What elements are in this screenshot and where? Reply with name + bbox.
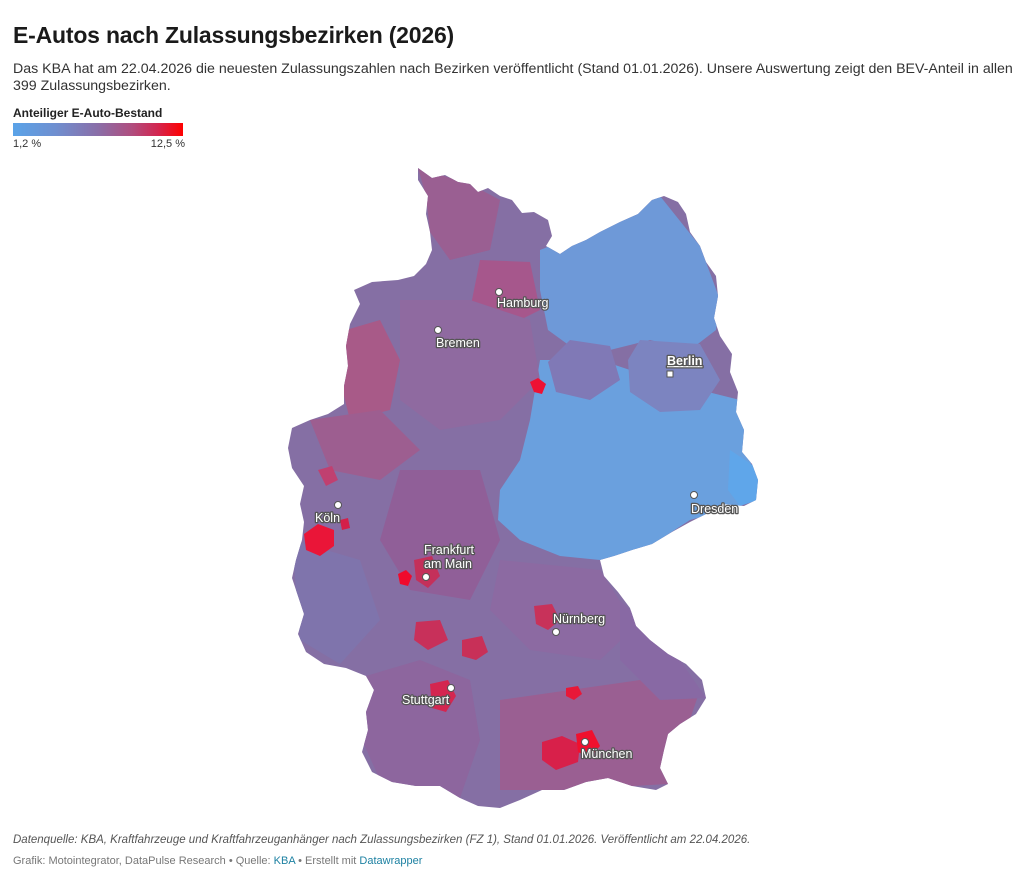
credit-middle: • Erstellt mit <box>295 855 360 867</box>
city-dot-stuttgart <box>447 684 455 692</box>
legend-title: Anteiliger E-Auto-Bestand <box>13 106 163 120</box>
region-east-north <box>540 196 720 350</box>
district-hotspot-heilbronn <box>462 636 488 660</box>
city-label-dresden: Dresden <box>691 502 738 516</box>
city-dot-koeln <box>334 501 342 509</box>
district-hotspot-frankfurt-west <box>398 570 412 586</box>
city-marker-berlin: Berlin <box>666 353 704 378</box>
district-hotspot-heidelberg <box>414 620 448 650</box>
district-hotspot-ingolstadt <box>566 686 582 700</box>
district-hotspot-bonn <box>304 524 334 556</box>
city-dot-nuernberg <box>552 628 560 636</box>
city-marker-dresden: Dresden <box>690 491 740 517</box>
credit-prefix: Grafik: Motointegrator, DataPulse Resear… <box>13 855 274 867</box>
source-note: Datenquelle: KBA, Kraftfahrzeuge und Kra… <box>13 834 751 846</box>
credit-line: Grafik: Motointegrator, DataPulse Resear… <box>13 855 422 867</box>
region-ruhr <box>310 410 420 480</box>
city-marker-koeln: Köln <box>314 501 342 526</box>
city-label-frankfurt-line1: Frankfurt <box>424 543 475 557</box>
legend-labels: 1,2 % 12,5 % <box>13 138 185 152</box>
legend-min-label: 1,2 % <box>13 138 42 150</box>
city-label-koeln: Köln <box>315 511 340 525</box>
district-hotspot-rhein-main <box>414 556 440 588</box>
city-label-frankfurt-line2: am Main <box>424 557 472 571</box>
district-area <box>288 168 758 808</box>
region-bavaria-north <box>490 560 636 660</box>
legend-max-label: 12,5 % <box>150 138 185 150</box>
city-dot-bremen <box>434 326 442 334</box>
region-schleswig <box>418 168 500 260</box>
region-saxony-east <box>728 450 758 506</box>
city-label-berlin: Berlin <box>667 354 702 368</box>
city-label-nuernberg: Nürnberg <box>553 612 605 626</box>
city-dot-hamburg <box>495 288 503 296</box>
city-label-muenchen: München <box>581 747 632 761</box>
color-legend: Anteiliger E-Auto-Bestand 1,2 % 12,5 % <box>13 106 185 152</box>
city-dot-dresden <box>690 491 698 499</box>
district-hotspot-wolfsburg <box>530 378 546 394</box>
city-marker-stuttgart: Stuttgart <box>401 684 455 708</box>
source-link[interactable]: KBA <box>273 855 296 867</box>
region-hesse <box>380 470 500 600</box>
region-brandenburg-sw <box>548 340 620 400</box>
district-hotspot-koeln-east <box>340 518 350 530</box>
chart-description: Das KBA hat am 22.04.2026 die neuesten Z… <box>13 61 1013 94</box>
district-hotspot-nuernberg <box>534 604 560 630</box>
district-hotspot-muenchen-land <box>542 736 580 770</box>
city-dot-muenchen <box>581 738 589 746</box>
city-marker-bremen: Bremen <box>434 326 481 351</box>
city-marker-frankfurt: Frankfurt am Main <box>422 542 476 581</box>
legend-gradient-bar <box>13 123 183 136</box>
city-label-hamburg: Hamburg <box>497 296 548 310</box>
region-rhineland <box>292 540 380 664</box>
district-hotspot-westphalia <box>318 466 338 486</box>
city-label-bremen: Bremen <box>436 336 480 350</box>
region-baden <box>362 660 480 798</box>
city-label-stuttgart: Stuttgart <box>402 693 450 707</box>
region-berlin-belt <box>628 340 720 412</box>
city-dot-frankfurt <box>422 573 430 581</box>
region-northwest-coast <box>340 320 400 420</box>
city-marker-nuernberg: Nürnberg <box>552 611 606 636</box>
city-square-berlin <box>666 370 674 378</box>
chart-title: E-Autos nach Zulassungsbezirken (2026) <box>13 22 455 48</box>
city-marker-muenchen: München <box>580 738 634 762</box>
datawrapper-link[interactable]: Datawrapper <box>359 855 423 867</box>
city-marker-hamburg: Hamburg <box>495 288 550 311</box>
